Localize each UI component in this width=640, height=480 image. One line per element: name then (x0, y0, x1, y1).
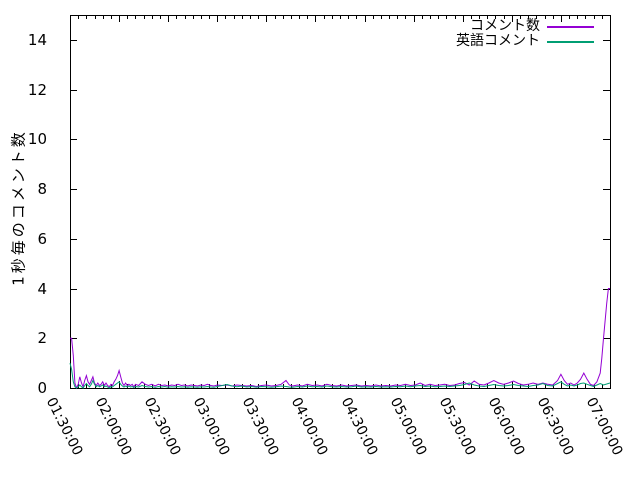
legend-item-comments: コメント数 (448, 19, 594, 34)
legend-line-sample (547, 25, 594, 28)
legend-item-english-comments: 英語コメント (448, 34, 594, 49)
y-tick-label: 6 (37, 229, 47, 248)
y-tick-label: 10 (27, 130, 47, 149)
y-tick-label: 8 (37, 180, 47, 199)
y-tick-label: 4 (37, 279, 47, 298)
legend-label: コメント数 (470, 18, 540, 34)
y-tick-label: 12 (27, 80, 47, 99)
legend: コメント数 英語コメント (448, 19, 594, 49)
y-tick-label: 14 (27, 30, 47, 49)
series-line-0 (70, 288, 610, 390)
series-line-1 (69, 362, 611, 389)
legend-line-sample (547, 40, 594, 43)
y-tick-label: 2 (37, 329, 47, 348)
legend-label: 英語コメント (456, 33, 540, 49)
y-tick-label: 0 (37, 379, 47, 397)
